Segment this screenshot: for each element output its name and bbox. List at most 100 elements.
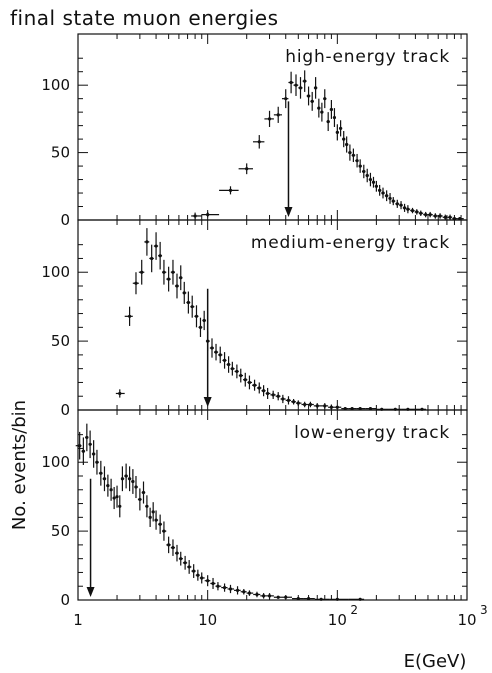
point-marker bbox=[284, 595, 288, 599]
data-point bbox=[246, 590, 254, 596]
point-marker bbox=[145, 504, 149, 508]
point-marker bbox=[267, 594, 272, 598]
panel-3: 0 50 100 low-energy track bbox=[41, 409, 468, 609]
data-point bbox=[219, 186, 239, 195]
point-marker bbox=[120, 477, 125, 481]
point-marker bbox=[162, 270, 166, 274]
point-marker bbox=[320, 110, 324, 114]
panel-frame bbox=[77, 409, 468, 601]
point-marker bbox=[141, 490, 146, 495]
point-marker bbox=[329, 107, 334, 112]
data-point bbox=[261, 385, 266, 397]
point-marker bbox=[167, 277, 171, 281]
point-marker bbox=[78, 444, 82, 448]
data-point bbox=[191, 564, 196, 578]
point-marker bbox=[391, 199, 395, 203]
data-point bbox=[201, 211, 220, 218]
point-marker bbox=[245, 167, 249, 171]
data-point bbox=[345, 136, 349, 153]
x-tick-label: 10 3 bbox=[457, 603, 487, 629]
point-marker bbox=[276, 394, 280, 398]
data-point bbox=[273, 106, 282, 123]
data-point bbox=[170, 259, 175, 285]
data-point bbox=[154, 510, 159, 530]
point-marker bbox=[317, 106, 321, 110]
x-axis-label: E(GeV) bbox=[404, 651, 467, 672]
data-point bbox=[391, 197, 396, 206]
point-marker bbox=[243, 378, 247, 382]
point-marker bbox=[351, 153, 355, 157]
data-point bbox=[314, 597, 330, 601]
point-marker bbox=[154, 518, 158, 522]
point-marker bbox=[276, 113, 280, 117]
x-tick-exponent: 3 bbox=[480, 603, 488, 617]
data-point bbox=[302, 70, 307, 92]
data-point bbox=[134, 476, 138, 499]
data-point bbox=[182, 281, 187, 304]
point-marker bbox=[296, 401, 300, 405]
data-point bbox=[291, 398, 296, 405]
point-marker bbox=[175, 284, 179, 288]
point-marker bbox=[419, 211, 423, 215]
point-marker bbox=[118, 504, 122, 508]
data-point bbox=[399, 201, 403, 210]
data-point bbox=[215, 582, 222, 591]
data-point bbox=[98, 460, 103, 486]
data-point bbox=[124, 463, 128, 489]
point-marker bbox=[112, 496, 116, 500]
point-marker bbox=[158, 522, 162, 526]
data-point bbox=[75, 431, 82, 460]
data-point bbox=[137, 488, 142, 511]
data-point bbox=[226, 356, 231, 373]
data-point bbox=[306, 86, 311, 106]
point-marker bbox=[190, 305, 194, 309]
point-marker bbox=[323, 404, 327, 408]
y-tick-label: 50 bbox=[51, 522, 70, 540]
point-marker bbox=[148, 515, 152, 519]
data-point bbox=[144, 228, 150, 256]
data-point bbox=[202, 310, 206, 331]
point-marker bbox=[222, 586, 227, 590]
data-point bbox=[178, 265, 183, 291]
point-marker bbox=[271, 393, 275, 397]
y-tick-label: 50 bbox=[51, 332, 70, 350]
data-point bbox=[238, 368, 244, 383]
panel-label: low-energy track bbox=[294, 423, 450, 443]
data-point bbox=[326, 112, 330, 132]
point-marker bbox=[385, 194, 389, 198]
point-marker bbox=[424, 213, 428, 217]
data-point bbox=[178, 551, 183, 566]
threshold-arrow bbox=[86, 478, 95, 597]
point-marker bbox=[286, 398, 291, 402]
point-marker bbox=[151, 510, 155, 514]
data-point bbox=[365, 168, 369, 183]
point-marker bbox=[206, 213, 210, 217]
point-marker bbox=[303, 79, 307, 83]
data-point bbox=[253, 591, 261, 598]
arrow-head bbox=[203, 397, 212, 407]
x-tick-base: 10 bbox=[328, 611, 347, 629]
point-marker bbox=[247, 591, 252, 595]
point-marker bbox=[134, 281, 138, 285]
point-marker bbox=[106, 484, 110, 488]
data-point bbox=[293, 74, 299, 96]
point-marker bbox=[306, 597, 311, 601]
point-marker bbox=[171, 270, 175, 274]
point-marker bbox=[406, 207, 410, 211]
point-marker bbox=[443, 215, 447, 219]
point-marker bbox=[399, 203, 403, 207]
x-tick-base: 10 bbox=[198, 611, 217, 629]
y-tick-label: 50 bbox=[51, 144, 70, 162]
data-point bbox=[230, 361, 235, 376]
data-point bbox=[342, 131, 346, 148]
data-point bbox=[120, 466, 125, 492]
point-marker bbox=[145, 240, 149, 244]
point-marker bbox=[289, 80, 293, 85]
data-point bbox=[275, 392, 281, 401]
point-marker bbox=[167, 543, 171, 547]
point-marker bbox=[448, 215, 452, 219]
point-marker bbox=[339, 126, 343, 130]
data-point bbox=[358, 159, 362, 173]
data-point bbox=[190, 295, 195, 318]
data-point bbox=[118, 495, 122, 518]
